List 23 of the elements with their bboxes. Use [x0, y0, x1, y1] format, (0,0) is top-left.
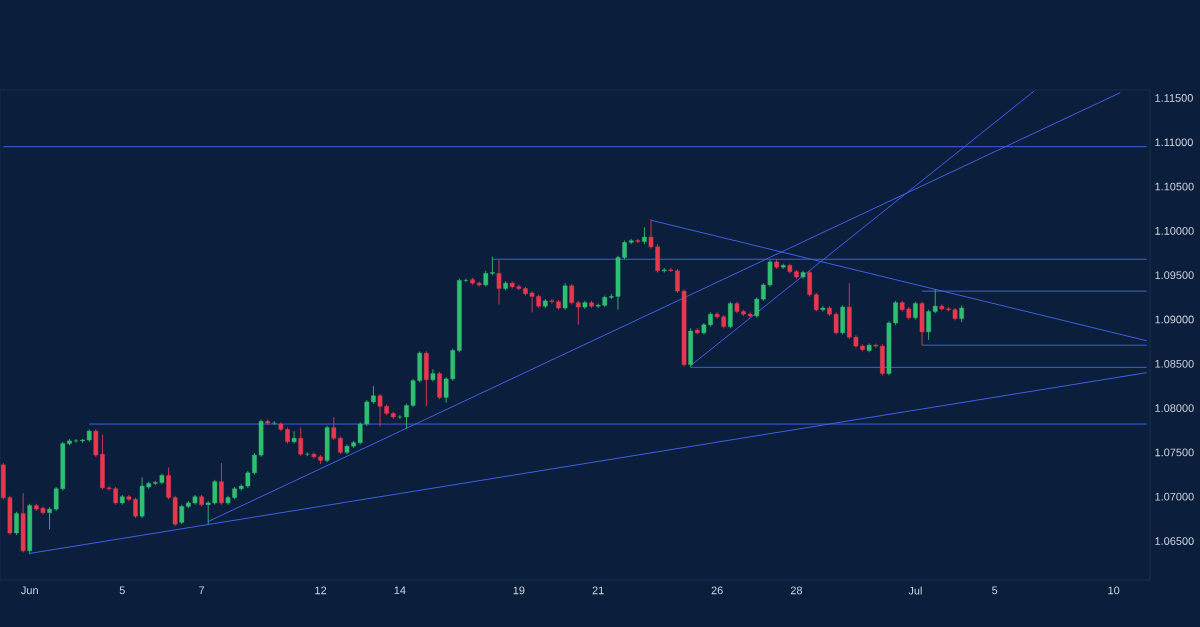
x-tick-label: 5 — [119, 586, 125, 595]
y-tick-label: 1.07000 — [1155, 492, 1194, 501]
y-tick-label: 1.11500 — [1155, 94, 1193, 102]
y-tick-label: 1.08000 — [1155, 404, 1194, 412]
x-tick-label: 5 — [992, 586, 998, 595]
x-tick-label: 14 — [394, 586, 406, 595]
y-tick-label: 1.09500 — [1155, 271, 1194, 280]
x-tick-label: 28 — [790, 586, 803, 595]
x-tick-label: 7 — [199, 586, 205, 595]
y-tick-label: 1.06500 — [1155, 537, 1194, 545]
x-tick-label: 26 — [711, 586, 723, 595]
x-tick-label: Jun — [21, 586, 38, 595]
y-tick-label: 1.07500 — [1155, 448, 1194, 457]
y-tick-label: 1.10500 — [1155, 182, 1194, 191]
x-tick-label: 10 — [1108, 586, 1120, 595]
x-tick-label: 19 — [513, 586, 525, 595]
y-tick-label: 1.11000 — [1155, 138, 1193, 147]
y-tick-label: 1.08500 — [1155, 359, 1194, 368]
x-tick-label: Jul — [908, 586, 922, 595]
y-tick-label: 1.09000 — [1155, 315, 1194, 324]
x-tick-label: 21 — [592, 586, 604, 595]
y-tick-label: 1.10000 — [1155, 227, 1194, 235]
x-tick-label: 12 — [315, 586, 327, 595]
